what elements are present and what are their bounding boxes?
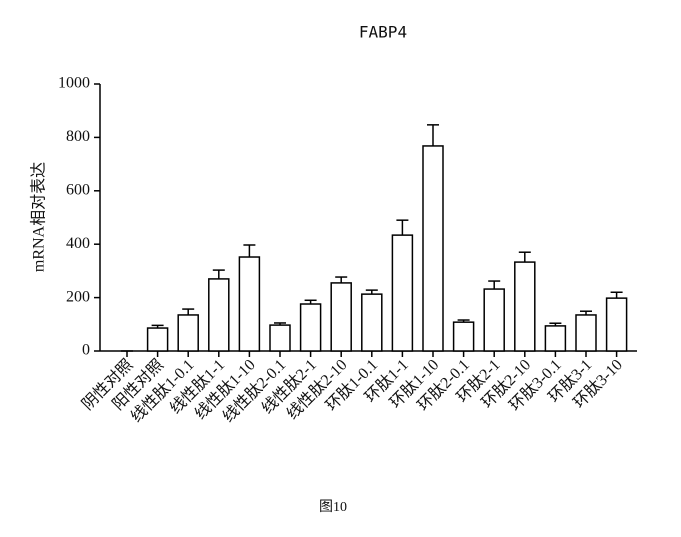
bar bbox=[391, 234, 414, 352]
bar bbox=[208, 278, 230, 352]
y-tick-label: 1000 bbox=[58, 75, 90, 92]
bar bbox=[605, 297, 628, 352]
y-tick-label: 800 bbox=[66, 128, 90, 145]
caption: 图10 bbox=[319, 500, 347, 515]
chart-title: FABP4 bbox=[359, 23, 407, 42]
bar bbox=[514, 261, 536, 352]
bar bbox=[269, 324, 291, 352]
bar bbox=[483, 288, 505, 352]
y-axis-label: mRNA相对表达 bbox=[30, 162, 48, 272]
bar bbox=[238, 256, 261, 352]
bar bbox=[422, 145, 444, 352]
bar bbox=[146, 327, 169, 352]
y-tick-label: 200 bbox=[66, 288, 90, 305]
y-tick-label: 400 bbox=[66, 235, 90, 252]
y-tick-label: 0 bbox=[82, 342, 90, 359]
y-tick-label: 600 bbox=[66, 181, 90, 198]
bar bbox=[361, 293, 383, 352]
bar bbox=[452, 321, 475, 352]
bar bbox=[177, 314, 199, 352]
bar bbox=[330, 282, 352, 352]
bar bbox=[299, 303, 322, 352]
bar bbox=[575, 314, 597, 352]
bar bbox=[544, 325, 567, 352]
